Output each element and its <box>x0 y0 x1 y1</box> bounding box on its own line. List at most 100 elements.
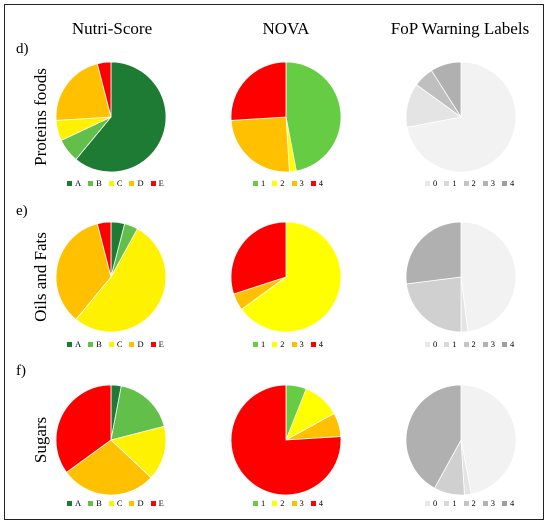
pie-slice-D <box>55 63 112 121</box>
pie-slice-1 <box>285 61 342 172</box>
legend-label: 4 <box>318 178 323 189</box>
legend-label: 2 <box>280 339 285 350</box>
legend-item: E <box>150 497 164 509</box>
pie-slice-C <box>110 425 167 479</box>
legend-item: D <box>129 497 144 509</box>
legend-label: 1 <box>452 498 457 509</box>
pie-slice-E <box>55 384 112 473</box>
legend-item: 3 <box>291 177 304 189</box>
row-letter-e: e) <box>16 203 28 219</box>
legend-item: A <box>67 338 81 349</box>
legend-label: 2 <box>471 178 476 189</box>
legend-label: D <box>137 178 144 189</box>
legend-item: B <box>88 338 102 349</box>
row-letter-d: d) <box>16 41 29 57</box>
legend-label: C <box>116 178 123 189</box>
legend-item: E <box>150 177 164 189</box>
legend-swatch <box>67 180 72 186</box>
pie-slice-B <box>110 385 165 441</box>
legend-swatch <box>150 180 156 186</box>
legend-item: C <box>108 338 122 349</box>
legend-label: E <box>158 498 164 509</box>
legend-swatch <box>425 500 430 506</box>
legend-nova: 1 2 3 4 <box>253 338 330 349</box>
legend-item: 2 <box>463 497 476 508</box>
legend-swatch <box>463 180 469 186</box>
pie-slice-0 <box>460 384 517 495</box>
row-label-sugars: Sugars <box>31 416 51 464</box>
legend-label: B <box>96 178 102 189</box>
legend-label: 3 <box>490 498 495 509</box>
legend-item: 4 <box>502 177 514 188</box>
legend-item: C <box>108 177 123 189</box>
pie-slice-2 <box>240 221 342 333</box>
pie-slice-E <box>96 61 112 118</box>
legend-label: 0 <box>433 498 438 509</box>
column-title-fop-warning-labels: FoP Warning Labels <box>390 19 530 38</box>
column-title-nova: NOVA <box>262 19 310 38</box>
legend-swatch <box>108 500 114 506</box>
legend-swatch <box>129 180 135 186</box>
pie-slice-E <box>96 221 112 278</box>
legend-item: 4 <box>502 497 514 508</box>
pie-slice-D <box>55 223 112 320</box>
legend-item: C <box>108 497 123 509</box>
legend-label: 2 <box>280 498 285 509</box>
legend-item: 1 <box>253 338 265 349</box>
pie-chart-oils-and-fats-nova <box>230 221 342 333</box>
legend-fop: 0 1 2 3 4 <box>425 177 521 188</box>
legend-swatch <box>502 341 507 347</box>
legend-item: 2 <box>272 177 285 188</box>
legend-item: 4 <box>310 497 323 509</box>
legend-item: 4 <box>502 338 514 349</box>
legend-swatch <box>129 500 135 506</box>
row-label-oils-and-fats: Oils and Fats <box>30 232 50 322</box>
legend-item: 1 <box>444 177 457 188</box>
legend-item: 3 <box>482 497 495 509</box>
legend-nutri: A B C D E <box>67 497 171 508</box>
legend-swatch <box>291 341 297 347</box>
legend-label: 3 <box>299 498 304 509</box>
legend-item: 2 <box>463 177 476 189</box>
pie-chart-sugars-nutri-score <box>55 384 167 496</box>
legend-item: 0 <box>425 338 437 349</box>
figure-panel: Nutri-Score NOVA FoP Warning Labels d) e… <box>4 4 544 520</box>
legend-swatch <box>482 500 488 506</box>
legend-label: B <box>96 498 102 509</box>
legend-swatch <box>482 341 488 347</box>
legend-label: A <box>75 498 82 509</box>
legend-swatch <box>272 341 278 347</box>
legend-swatch <box>253 500 258 506</box>
legend-swatch <box>253 180 258 186</box>
legend-swatch <box>129 341 135 347</box>
legend-swatch <box>88 180 94 186</box>
legend-nutri: A B C D E <box>67 177 171 188</box>
legend-label: 3 <box>490 339 495 350</box>
legend-fop: 0 1 2 3 4 <box>425 497 521 508</box>
legend-item: 3 <box>482 338 495 350</box>
legend-item: 0 <box>425 177 437 188</box>
legend-label: 3 <box>299 178 304 189</box>
legend-label: D <box>137 339 144 350</box>
legend-item: A <box>67 497 81 508</box>
pie-slice-4 <box>430 61 462 119</box>
legend-label: 1 <box>452 339 457 350</box>
legend-swatch <box>502 500 507 506</box>
legend-swatch <box>272 500 278 506</box>
legend-label: 4 <box>318 498 323 509</box>
legend-swatch <box>88 341 94 347</box>
legend-item: 4 <box>310 338 323 350</box>
pie-slice-4 <box>230 384 342 496</box>
legend-label: 4 <box>318 339 323 350</box>
legend-label: D <box>137 498 144 509</box>
legend-item: 2 <box>463 338 476 349</box>
legend-label: 1 <box>261 498 266 509</box>
legend-label: A <box>75 178 82 189</box>
legend-label: E <box>158 178 164 189</box>
pie-slice-4 <box>230 61 287 121</box>
legend-nova: 1 2 3 4 <box>253 177 330 188</box>
legend-label: C <box>116 498 123 509</box>
pie-slice-4 <box>230 221 287 295</box>
legend-nova: 1 2 3 4 <box>253 497 330 508</box>
legend-item: B <box>88 497 102 508</box>
